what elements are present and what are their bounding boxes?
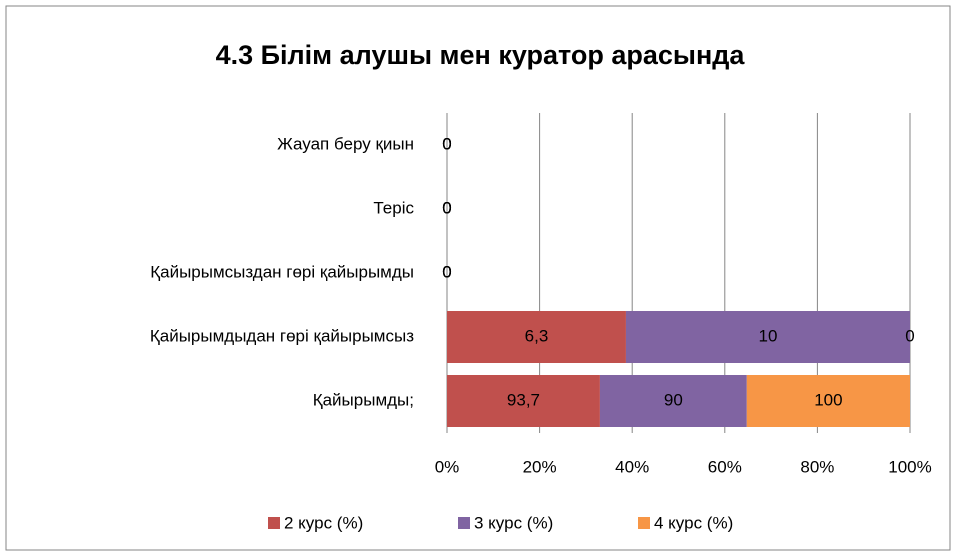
legend-label: 4 курс (%)	[654, 513, 733, 532]
chart-border	[5, 5, 951, 551]
x-tick-label: 20%	[523, 457, 557, 476]
data-label: 0	[442, 198, 451, 217]
data-label: 0	[442, 198, 451, 217]
legend-swatch	[458, 517, 470, 529]
x-tick-label: 60%	[708, 457, 742, 476]
legend-label: 3 курс (%)	[474, 513, 553, 532]
y-tick-label: Қайырымдыдан гөрі қайырымсыз	[150, 326, 414, 345]
bar-segment	[447, 375, 600, 427]
data-label: 0	[442, 262, 451, 281]
x-tick-label: 0%	[435, 457, 460, 476]
data-label: 0	[442, 134, 451, 153]
data-label: 6,3	[525, 326, 549, 345]
data-label: 0	[442, 262, 451, 281]
bar-segment	[746, 375, 910, 427]
x-tick-label: 80%	[800, 457, 834, 476]
data-label: 0	[442, 198, 451, 217]
y-tick-label: Қайырымсыздан гөрі қайырымды	[150, 262, 414, 281]
y-tick-label: Жауап беру қиын	[277, 134, 414, 153]
data-label: 100	[814, 390, 842, 409]
data-label: 0	[442, 134, 451, 153]
data-label: 0	[442, 134, 451, 153]
legend-swatch	[268, 517, 280, 529]
legend-label: 2 курс (%)	[284, 513, 363, 532]
y-tick-label: Қайырымды;	[313, 390, 414, 409]
bar-segment	[599, 375, 747, 427]
data-label: 93,7	[507, 390, 540, 409]
bar-segment	[625, 311, 910, 363]
legend-swatch	[638, 517, 650, 529]
data-label: 0	[905, 326, 914, 345]
chart-title: 4.3 Білім алушы мен куратор арасында	[216, 40, 746, 70]
x-tick-label: 40%	[615, 457, 649, 476]
x-tick-label: 100%	[888, 457, 931, 476]
data-label: 0	[442, 262, 451, 281]
data-label: 90	[664, 390, 683, 409]
bar-segment	[447, 311, 626, 363]
y-tick-label: Теріс	[373, 198, 414, 217]
data-label: 10	[759, 326, 778, 345]
